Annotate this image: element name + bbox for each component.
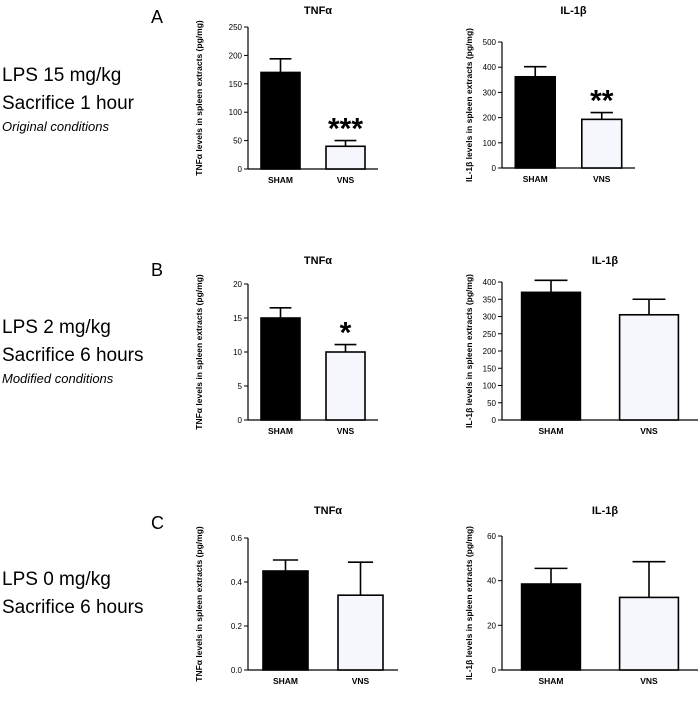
significance-marker: * bbox=[340, 317, 352, 350]
condition-c-sacrifice: Sacrifice 6 hours bbox=[2, 597, 144, 618]
condition-a-sacrifice: Sacrifice 1 hour bbox=[2, 93, 135, 114]
chart-a-tnf: TNFα TNFα levels in spleen extracts (pg/m… bbox=[194, 5, 378, 185]
bar-vns bbox=[618, 313, 680, 421]
y-tick-label: 0 bbox=[238, 416, 243, 425]
chart-title: TNFα bbox=[304, 255, 332, 267]
y-tick-label: 200 bbox=[483, 347, 497, 356]
y-tick-label: 200 bbox=[229, 51, 243, 60]
bar-sham bbox=[520, 291, 582, 421]
y-tick-label: 0 bbox=[492, 164, 497, 173]
y-tick-label: 250 bbox=[229, 23, 243, 32]
condition-a: LPS 15 mg/kg Sacrifice 1 hour Original c… bbox=[2, 62, 134, 136]
condition-a-dose: LPS 15 mg/kg bbox=[2, 65, 122, 86]
x-tick-label: SHAM bbox=[268, 426, 293, 436]
y-tick-label: 200 bbox=[483, 114, 497, 123]
x-tick-label: SHAM bbox=[268, 175, 293, 185]
condition-b: LPS 2 mg/kg Sacrifice 6 hours Modified c… bbox=[2, 314, 144, 388]
y-axis-label: IL-1β levels in spleen extracts (pg/mg) bbox=[464, 526, 474, 680]
bar-vns bbox=[325, 145, 366, 170]
y-tick-label: 100 bbox=[483, 139, 497, 148]
y-tick-label: 20 bbox=[487, 621, 496, 630]
bar-vns bbox=[618, 596, 680, 671]
bar-sham bbox=[260, 71, 301, 170]
chart-title: IL-1β bbox=[592, 255, 619, 267]
x-tick-label: SHAM bbox=[538, 426, 563, 436]
y-axis-label: TNFα levels in spleen extracts (pg/mg) bbox=[194, 526, 204, 682]
condition-b-note: Modified conditions bbox=[2, 371, 114, 386]
bar-vns bbox=[581, 118, 623, 169]
condition-b-sacrifice: Sacrifice 6 hours bbox=[2, 345, 144, 366]
y-tick-label: 400 bbox=[483, 63, 497, 72]
y-tick-label: 400 bbox=[483, 278, 497, 287]
condition-c: LPS 0 mg/kg Sacrifice 6 hours bbox=[2, 566, 144, 622]
bar-sham bbox=[262, 570, 309, 671]
y-tick-label: 300 bbox=[483, 88, 497, 97]
x-tick-label: VNS bbox=[337, 426, 355, 436]
x-tick-label: SHAM bbox=[273, 676, 298, 686]
condition-a-note: Original conditions bbox=[2, 119, 109, 134]
bar-vns bbox=[325, 351, 366, 421]
x-tick-label: SHAM bbox=[523, 174, 548, 184]
panel-letter-b: B bbox=[151, 260, 164, 280]
y-tick-label: 150 bbox=[229, 80, 243, 89]
y-tick-label: 20 bbox=[233, 280, 242, 289]
significance-marker: *** bbox=[328, 113, 363, 146]
y-tick-label: 10 bbox=[233, 348, 242, 357]
y-tick-label: 50 bbox=[233, 137, 242, 146]
panel-letter-a: A bbox=[151, 7, 164, 27]
chart-title: IL-1β bbox=[592, 505, 619, 517]
condition-c-dose: LPS 0 mg/kg bbox=[2, 569, 111, 590]
x-tick-label: VNS bbox=[640, 676, 658, 686]
condition-b-dose: LPS 2 mg/kg bbox=[2, 317, 111, 338]
x-tick-label: VNS bbox=[352, 676, 370, 686]
bar-vns bbox=[337, 594, 384, 671]
y-axis-label: TNFα levels in spleen extracts (pg/mg) bbox=[194, 20, 204, 176]
y-tick-label: 0.0 bbox=[231, 666, 243, 675]
y-tick-label: 150 bbox=[483, 364, 497, 373]
y-tick-label: 100 bbox=[229, 108, 243, 117]
panel-letter-c: C bbox=[151, 513, 164, 533]
y-tick-label: 15 bbox=[233, 314, 242, 323]
y-axis-label: IL-1β levels in spleen extracts (pg/mg) bbox=[464, 274, 474, 428]
y-tick-label: 50 bbox=[487, 399, 496, 408]
y-tick-label: 350 bbox=[483, 295, 497, 304]
chart-title: TNFα bbox=[314, 505, 342, 517]
chart-c-tnf: TNFα TNFα levels in spleen extracts (pg/m… bbox=[194, 505, 398, 686]
y-tick-label: 100 bbox=[483, 382, 497, 391]
x-tick-label: VNS bbox=[593, 174, 611, 184]
y-tick-label: 250 bbox=[483, 330, 497, 339]
bar-sham bbox=[514, 75, 557, 169]
y-tick-label: 0.4 bbox=[231, 578, 243, 587]
chart-c-il1b: IL-1β IL-1β levels in spleen extracts (pg… bbox=[464, 505, 698, 686]
y-tick-label: 0.2 bbox=[231, 622, 243, 631]
y-tick-label: 0 bbox=[238, 165, 243, 174]
chart-title: TNFα bbox=[304, 5, 332, 17]
chart-b-tnf: TNFα TNFα levels in spleen extracts (pg/m… bbox=[194, 255, 378, 436]
chart-a-il1b: IL-1β IL-1β levels in spleen extracts (pg… bbox=[464, 5, 635, 184]
x-tick-label: VNS bbox=[337, 175, 355, 185]
x-tick-label: VNS bbox=[640, 426, 658, 436]
y-tick-label: 60 bbox=[487, 532, 496, 541]
y-axis-label: TNFα levels in spleen extracts (pg/mg) bbox=[194, 274, 204, 430]
y-tick-label: 40 bbox=[487, 577, 496, 586]
y-tick-label: 0 bbox=[492, 416, 497, 425]
y-tick-label: 5 bbox=[238, 382, 243, 391]
y-tick-label: 0.6 bbox=[231, 534, 243, 543]
y-axis-label: IL-1β levels in spleen extracts (pg/mg) bbox=[464, 28, 474, 182]
y-tick-label: 0 bbox=[492, 666, 497, 675]
x-tick-label: SHAM bbox=[538, 676, 563, 686]
y-tick-label: 300 bbox=[483, 313, 497, 322]
significance-marker: ** bbox=[590, 85, 614, 118]
bar-sham bbox=[260, 317, 301, 421]
chart-title: IL-1β bbox=[560, 5, 587, 17]
chart-b-il1b: IL-1β IL-1β levels in spleen extracts (pg… bbox=[464, 255, 698, 436]
bar-sham bbox=[520, 583, 582, 671]
y-tick-label: 500 bbox=[483, 38, 497, 47]
